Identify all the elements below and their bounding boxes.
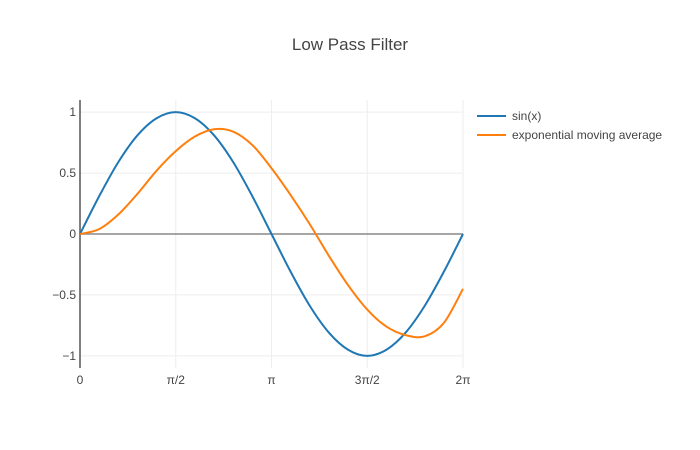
x-tick-label: 2π [456, 373, 471, 387]
legend-item[interactable]: exponential moving average [477, 128, 662, 142]
legend-label: exponential moving average [512, 128, 662, 142]
y-tick-label: 0.5 [59, 166, 76, 180]
y-tick-label: 1 [69, 105, 76, 119]
series-line-sin-x- [79, 111, 464, 357]
x-tick-label: π/2 [167, 373, 186, 387]
y-tick-label: −1 [62, 349, 76, 363]
chart-title: Low Pass Filter [292, 35, 409, 54]
legend-label: sin(x) [512, 109, 541, 123]
y-tick-label: 0 [69, 227, 76, 241]
series-line-exponential-moving-average [79, 127, 464, 339]
legend-item[interactable]: sin(x) [477, 109, 541, 123]
axes: 10.50−0.5−10 π/2 π 3π/2 2π [52, 100, 470, 387]
x-tick-label: π [267, 373, 275, 387]
y-tick-label: −0.5 [52, 288, 76, 302]
x-tick-label: 3π/2 [355, 373, 380, 387]
x-tick-label: 0 [77, 373, 84, 387]
legend[interactable]: sin(x) exponential moving average [477, 109, 662, 142]
series [79, 111, 464, 357]
